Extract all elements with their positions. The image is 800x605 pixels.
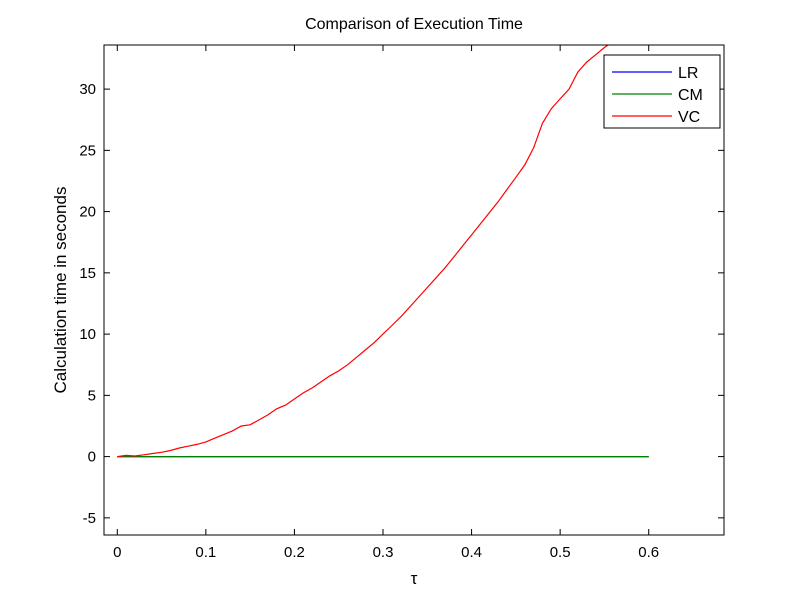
- x-tick-label: 0.3: [373, 544, 394, 561]
- legend-label-lr: LR: [678, 65, 698, 82]
- x-tick-label: 0.2: [284, 544, 305, 561]
- x-tick-label: 0: [113, 544, 121, 561]
- y-tick-label: 0: [88, 449, 96, 466]
- x-axis-label: τ: [411, 569, 418, 588]
- y-tick-label: -5: [83, 510, 96, 527]
- y-tick-label: 15: [79, 265, 96, 282]
- y-tick-label: 30: [79, 81, 96, 98]
- y-tick-label: 20: [79, 204, 96, 221]
- x-tick-label: 0.4: [461, 544, 482, 561]
- ticks-group: 0 0.1 0.2 0.3 0.4 0.5 0.6 -5 0 5 10 15 20 25 30: [79, 45, 724, 561]
- legend-label-vc: VC: [678, 109, 700, 126]
- chart-title: Comparison of Execution Time: [305, 16, 523, 33]
- y-tick-label: 5: [88, 387, 96, 404]
- x-tick-label: 0.1: [195, 544, 216, 561]
- legend-label-cm: CM: [678, 87, 703, 104]
- y-axis-label: Calculation time in seconds: [51, 187, 70, 394]
- plot-frame: [103, 44, 725, 536]
- y-tick-label: 10: [79, 326, 96, 343]
- x-tick-label: 0.6: [638, 544, 659, 561]
- series-line-vc: [117, 45, 610, 458]
- legend: LR CM VC: [603, 54, 721, 129]
- y-tick-label: 25: [79, 142, 96, 159]
- series-group: [117, 45, 649, 458]
- x-tick-label: 0.5: [550, 544, 571, 561]
